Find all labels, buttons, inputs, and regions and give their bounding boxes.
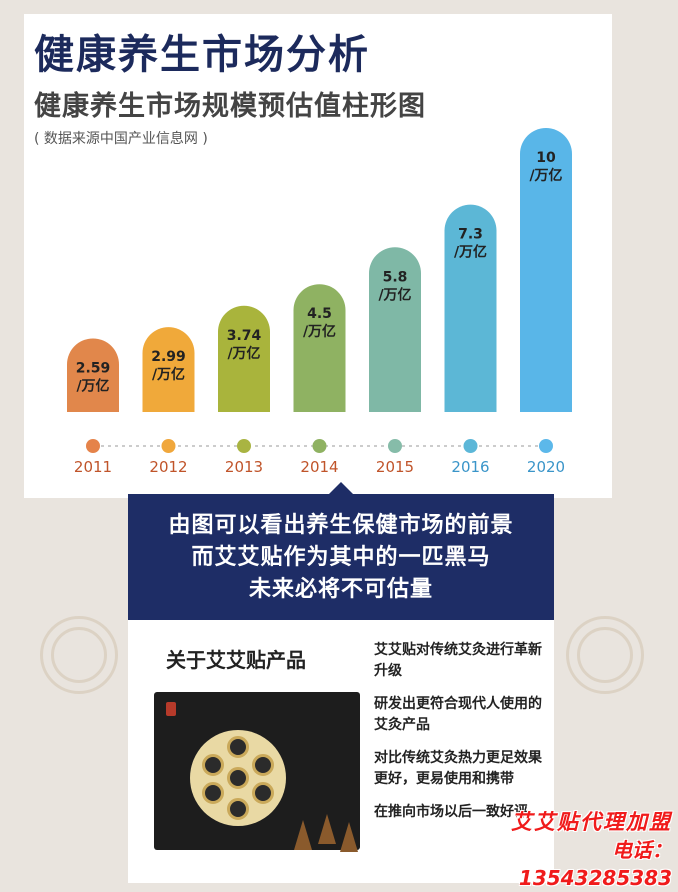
feature-item-3: 对比传统艾灸热力更足效果更好，更易使用和携带 (374, 750, 542, 787)
cloud-pattern-right-inner (577, 627, 633, 683)
data-unit-label: /万亿 (529, 167, 562, 184)
x-tick-label: 2016 (451, 458, 489, 476)
data-label: 5.8 (383, 269, 408, 285)
x-tick-label: 2014 (300, 458, 338, 476)
data-unit-label: /万亿 (227, 345, 260, 362)
feature-item-1: 艾艾贴对传统艾灸进行革新升级 (374, 642, 542, 679)
moxa-cap-icon (202, 782, 224, 804)
data-unit-label: /万亿 (303, 323, 336, 340)
x-tick-label: 2020 (527, 458, 565, 476)
timeline-dot (539, 439, 553, 453)
data-label: 7.3 (458, 227, 483, 243)
moxa-cone-icon (294, 820, 312, 850)
bar (293, 284, 346, 412)
moxa-cap-icon (252, 782, 274, 804)
timeline-dot (237, 439, 251, 453)
data-label: 3.74 (227, 328, 262, 344)
bar (67, 338, 119, 412)
data-source-note: ( 数据来源中国产业信息网 ) (34, 131, 208, 147)
chart-subtitle: 健康养生市场规模预估值柱形图 (34, 91, 426, 122)
chart-panel (24, 14, 612, 498)
data-label: 10 (536, 150, 556, 166)
bar (520, 128, 572, 412)
moxa-cap-icon (227, 798, 249, 820)
page-title: 健康养生市场分析 (34, 32, 370, 78)
x-tick-label: 2012 (149, 458, 187, 476)
conclusion-line-1: 由图可以看出养生保健市场的前景 (168, 513, 514, 538)
data-label: 4.5 (307, 306, 332, 322)
x-tick-label: 2013 (225, 458, 263, 476)
product-panel: 由图可以看出养生保健市场的前景 而艾艾贴作为其中的一匹黑马 未来必将不可估量 关… (128, 482, 554, 883)
data-unit-label: /万亿 (76, 377, 109, 394)
data-unit-label: /万亿 (454, 244, 487, 261)
moxa-cone-icon (318, 814, 336, 844)
cloud-pattern-left (40, 616, 118, 694)
bar (142, 327, 195, 412)
watermark: 艾艾贴代理加盟 电话：13543285383 (474, 808, 672, 892)
timeline-dot (312, 439, 327, 453)
moxa-cap-icon (202, 754, 224, 776)
product-image (154, 692, 360, 852)
feature-list: 艾艾贴对传统艾灸进行革新升级 研发出更符合现代人使用的艾灸产品 对比传统艾灸热力… (374, 640, 550, 835)
bar (444, 204, 497, 412)
moxa-cap-icon (227, 767, 249, 789)
watermark-line-2: 电话：13543285383 (518, 838, 672, 890)
data-unit-label: /万亿 (378, 286, 411, 303)
moxa-patch-tray (190, 730, 286, 826)
moxa-cone-icon (340, 822, 358, 852)
x-tick-label: 2015 (376, 458, 414, 476)
data-unit-label: /万亿 (152, 366, 185, 383)
moxa-cap-icon (252, 754, 274, 776)
data-label: 2.59 (76, 360, 111, 376)
x-tick-label: 2011 (74, 458, 112, 476)
conclusion-text: 由图可以看出养生保健市场的前景 而艾艾贴作为其中的一匹黑马 未来必将不可估量 (128, 494, 554, 606)
timeline-dot (463, 439, 478, 453)
watermark-line-1: 艾艾贴代理加盟 (511, 810, 672, 834)
brand-logo-icon (166, 702, 176, 716)
banner-pointer (328, 482, 354, 495)
conclusion-line-3: 未来必将不可估量 (248, 577, 433, 602)
cloud-pattern-left-inner (51, 627, 107, 683)
feature-item-4: 在推向市场以后一致好评 (374, 804, 528, 820)
bar-chart: 2.59/万亿 2011 2.99/万亿 2012 3.74/万亿 2013 4.5/万亿 2… (67, 128, 572, 476)
product-title: 关于艾艾贴产品 (166, 648, 306, 672)
conclusion-banner: 由图可以看出养生保健市场的前景 而艾艾贴作为其中的一匹黑马 未来必将不可估量 (128, 482, 554, 620)
conclusion-line-2: 而艾艾贴作为其中的一匹黑马 (191, 545, 491, 570)
moxa-cap-icon (227, 736, 249, 758)
bar (218, 305, 270, 412)
timeline-dot (86, 439, 100, 453)
cloud-pattern-right (566, 616, 644, 694)
bar (369, 247, 421, 412)
feature-item-2: 研发出更符合现代人使用的艾灸产品 (374, 696, 542, 733)
timeline-dot (161, 439, 176, 453)
data-label: 2.99 (151, 349, 186, 365)
timeline-dot (388, 439, 402, 453)
